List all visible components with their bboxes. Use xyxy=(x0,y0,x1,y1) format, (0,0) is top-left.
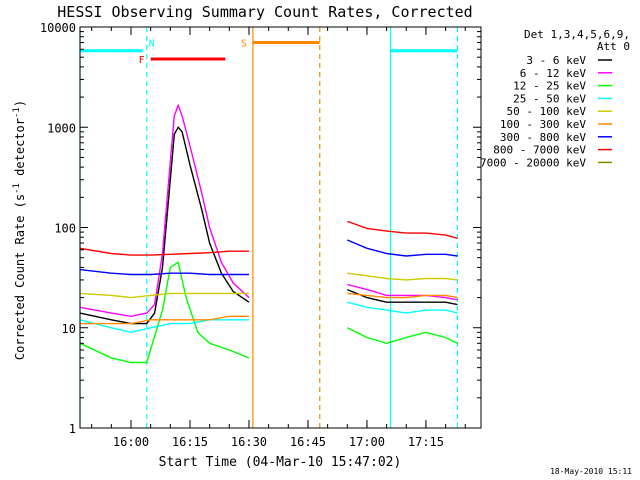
y-tick-label: 100 xyxy=(54,222,76,236)
flag-label: F xyxy=(139,55,145,66)
x-tick-label: 16:45 xyxy=(290,435,326,449)
attenuator-lines xyxy=(79,27,459,428)
legend-label: 7000 - 20000 keV xyxy=(480,156,586,169)
y-axis: 1 10 100 1000 10000 xyxy=(40,21,481,436)
y-tick-label: 10 xyxy=(62,322,76,336)
legend-label: 800 - 7000 keV xyxy=(493,144,586,157)
legend-label: 300 - 800 keV xyxy=(500,131,586,144)
flag-label: N xyxy=(149,39,155,50)
y-axis-label-part: Corrected Count Rate (s xyxy=(13,194,27,360)
series-line xyxy=(79,272,458,299)
series-line xyxy=(79,292,458,325)
x-tick-label: 17:15 xyxy=(408,435,444,449)
x-axis: 16:00 16:15 16:30 16:45 17:00 17:15 xyxy=(91,27,466,449)
legend-label: 100 - 300 keV xyxy=(500,118,586,131)
y-axis-label-part: detector xyxy=(13,118,27,183)
legend-label: 3 - 6 keV xyxy=(526,54,586,67)
flag-bars: NF S xyxy=(80,39,458,66)
y-axis-label-part: ) xyxy=(13,100,27,107)
legend-title-line: Det 1,3,4,5,6,9, xyxy=(524,28,630,41)
legend-label: 50 - 100 keV xyxy=(507,105,587,118)
series-line xyxy=(79,239,458,276)
plot-frame xyxy=(79,26,482,429)
y-tick-label: 1 xyxy=(69,422,76,436)
series-line xyxy=(79,301,458,334)
legend-label: 6 - 12 keV xyxy=(520,67,587,80)
series-line xyxy=(79,220,458,256)
y-axis-label-superscript: -1 xyxy=(12,183,22,194)
legend-label: 25 - 50 keV xyxy=(513,92,586,105)
y-tick-label: 10000 xyxy=(40,21,76,35)
chart-title: HESSI Observing Summary Count Rates, Cor… xyxy=(57,3,472,21)
x-tick-label: 17:00 xyxy=(349,435,385,449)
footer-timestamp: 18-May-2010 15:11 xyxy=(550,467,632,476)
series-line xyxy=(79,126,458,325)
x-tick-label: 16:15 xyxy=(172,435,208,449)
y-tick-label: 1000 xyxy=(47,121,76,135)
x-tick-label: 16:00 xyxy=(113,435,149,449)
x-tick-label: 16:30 xyxy=(231,435,267,449)
series-line xyxy=(79,103,458,318)
flag-label: S xyxy=(241,39,247,50)
y-axis-label-superscript: -1 xyxy=(12,107,22,118)
series-group xyxy=(79,103,458,364)
y-axis-label: Corrected Count Rate (s-1 detector-1) xyxy=(12,100,27,360)
legend-title-line: Att 0 xyxy=(597,40,630,53)
legend-label: 12 - 25 keV xyxy=(513,80,586,93)
x-axis-label: Start Time (04-Mar-10 15:47:02) xyxy=(159,455,402,470)
series-line xyxy=(79,261,458,364)
